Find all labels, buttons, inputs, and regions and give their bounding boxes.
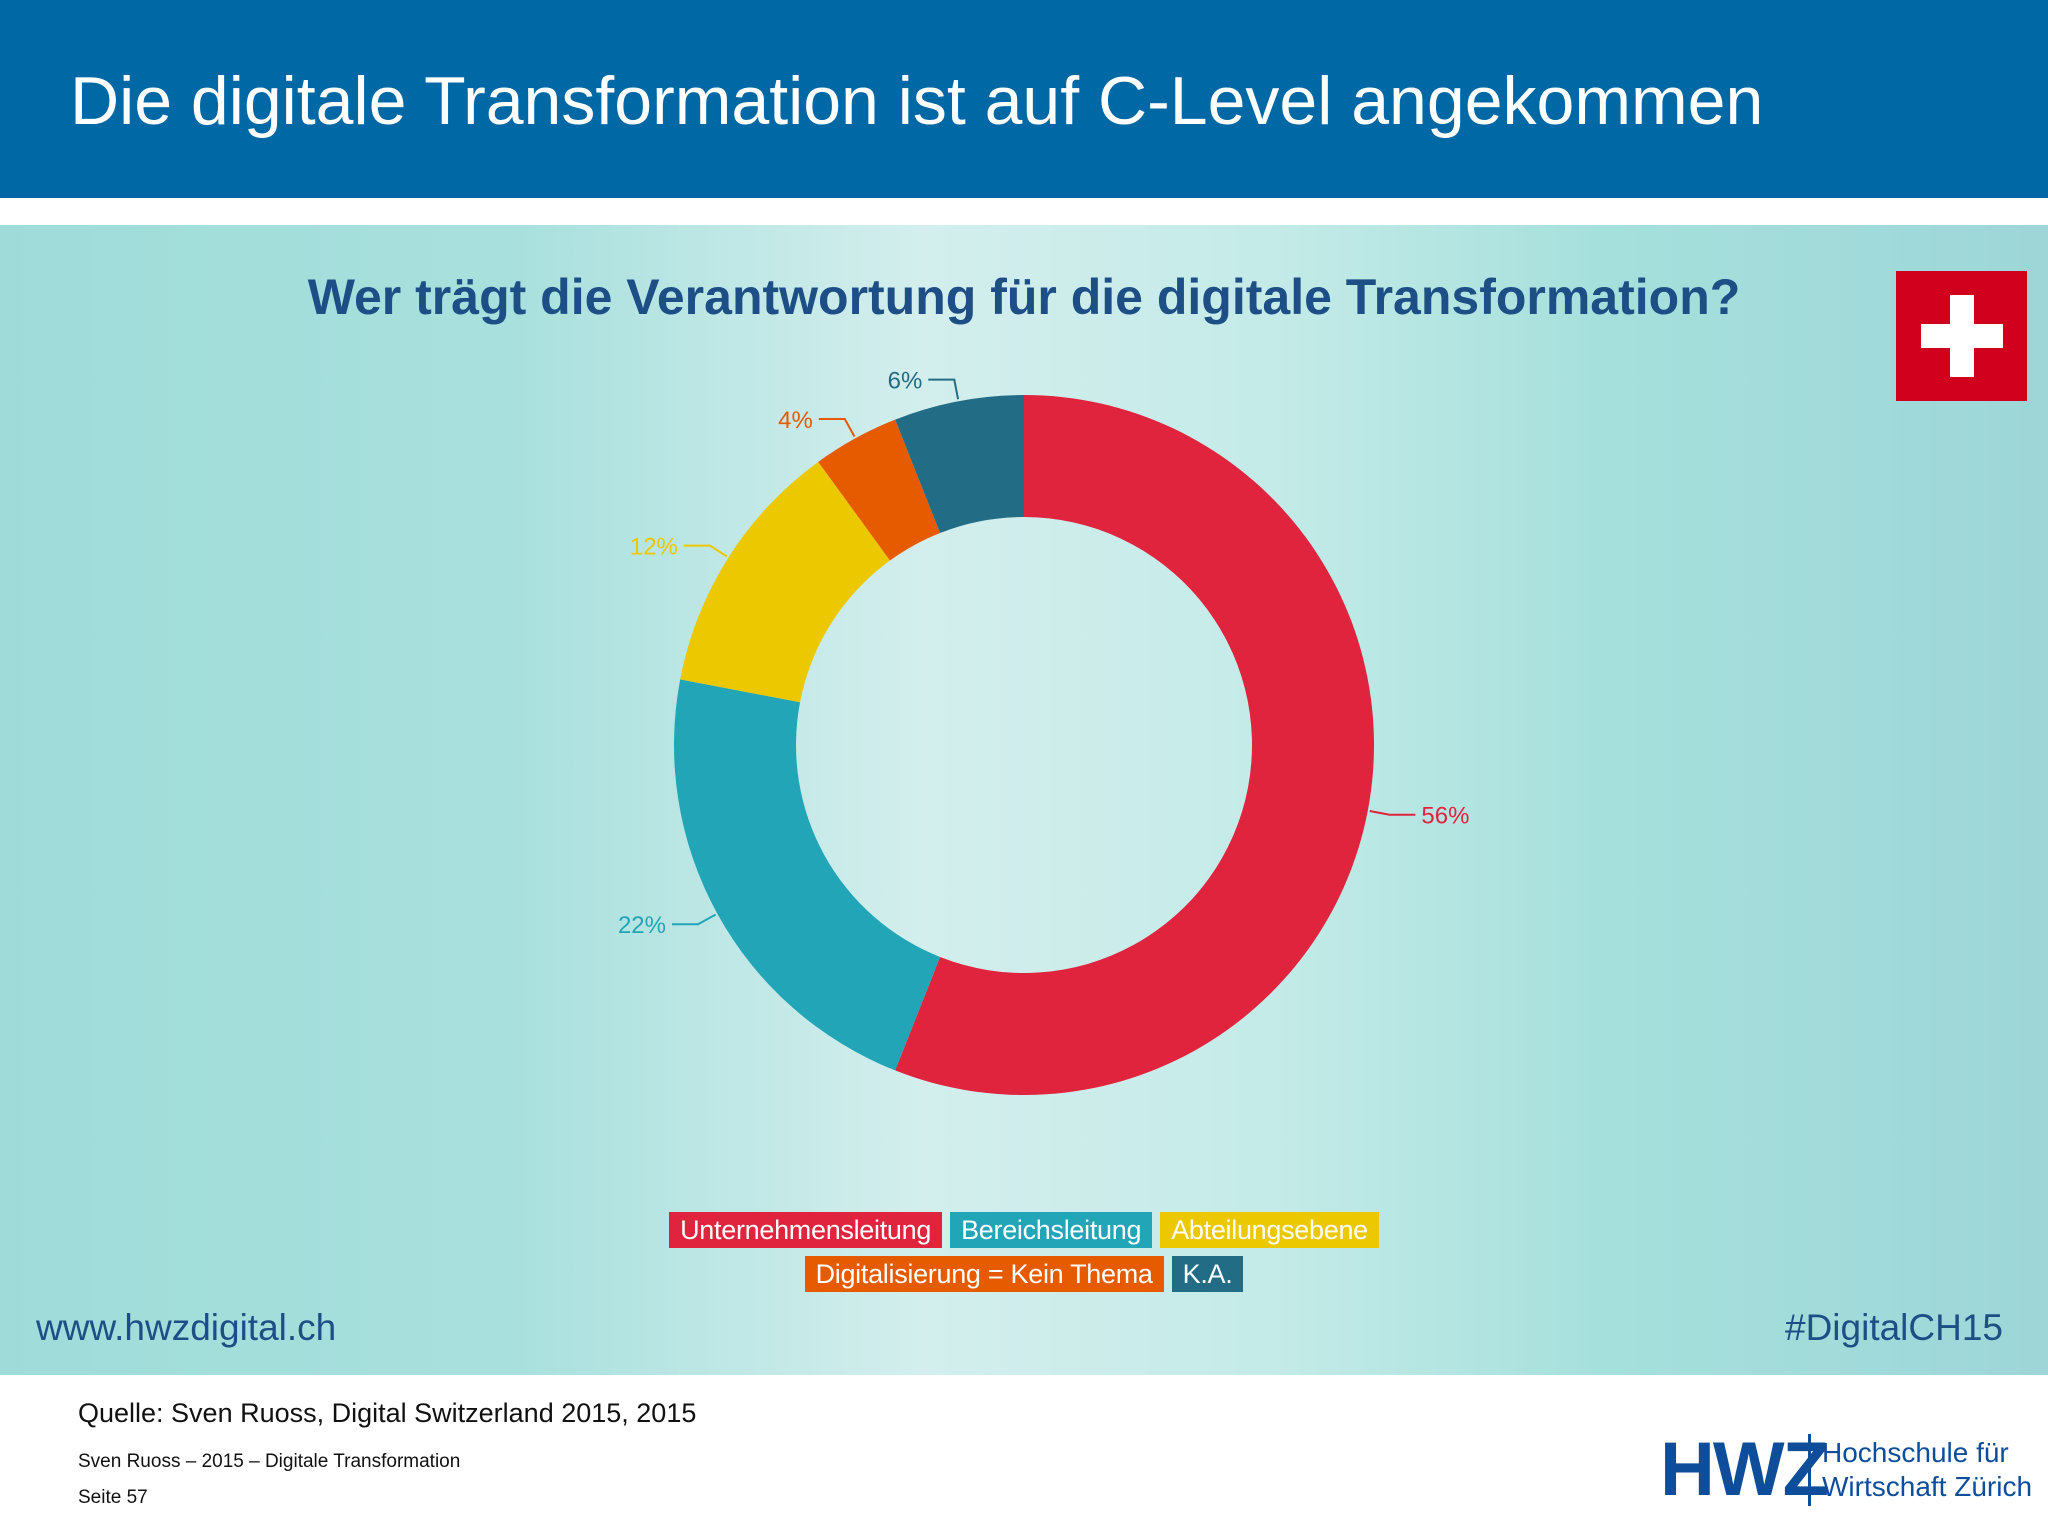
- chart-legend: Unternehmensleitung Bereichsleitung Abte…: [0, 1212, 2048, 1300]
- logo-mark: HWZ: [1660, 1427, 1829, 1512]
- legend-row: Unternehmensleitung Bereichsleitung Abte…: [0, 1212, 2048, 1248]
- leader-line-unternehmensleitung: [1369, 809, 1416, 816]
- source-note: Quelle: Sven Ruoss, Digital Switzerland …: [78, 1398, 697, 1428]
- hashtag: #DigitalCH15: [1785, 1307, 2003, 1348]
- legend-item-kein-thema: Digitalisierung = Kein Thema: [804, 1256, 1164, 1292]
- leader-line-ka: [928, 378, 960, 400]
- logo-text: Hochschule für Wirtschaft Zürich: [1822, 1436, 2032, 1504]
- chart-title: Wer trägt die Verantwortung für die digi…: [307, 269, 1741, 325]
- legend-item-ka: K.A.: [1171, 1256, 1244, 1292]
- data-label-unternehmensleitung: 56%: [1421, 803, 1469, 830]
- swiss-flag-icon: [1896, 271, 2027, 401]
- footer-meta: Sven Ruoss – 2015 – Digitale Transformat…: [78, 1451, 461, 1472]
- leader-line-kein-thema: [818, 418, 856, 438]
- logo-line-1: Hochschule für: [1822, 1437, 2009, 1468]
- donut-slice-unternehmensleitung: [895, 395, 1374, 1095]
- data-label-abteilungsebene: 12%: [630, 534, 678, 561]
- logo-divider: [1808, 1434, 1811, 1506]
- leader-line-bereichsleitung: [672, 913, 717, 926]
- legend-item-abteilungsebene: Abteilungsebene: [1160, 1212, 1379, 1248]
- donut-chart: 56% 22% 12% 4% 6%: [618, 368, 1469, 1095]
- leader-line-abteilungsebene: [683, 544, 728, 558]
- chart-panel: Wer trägt die Verantwortung für die digi…: [0, 225, 2048, 1375]
- donut-slice-ka: [895, 395, 1024, 534]
- logo-line-2: Wirtschaft Zürich: [1822, 1471, 2033, 1502]
- legend-item-unternehmensleitung: Unternehmensleitung: [669, 1212, 943, 1248]
- legend-row: Digitalisierung = Kein Thema K.A.: [0, 1256, 2048, 1292]
- page-number: Seite 57: [78, 1487, 148, 1508]
- header-bar: Die digitale Transformation ist auf C-Le…: [0, 0, 2048, 198]
- legend-item-bereichsleitung: Bereichsleitung: [950, 1212, 1153, 1248]
- donut-slice-bereichsleitung: [674, 679, 941, 1071]
- hwz-logo: HWZ Hochschule für Wirtschaft Zürich: [1660, 1427, 2032, 1512]
- donut-slice-abteilungsebene: [680, 461, 890, 703]
- page-title: Die digitale Transformation ist auf C-Le…: [70, 63, 1764, 139]
- data-label-ka: 6%: [888, 368, 923, 395]
- donut-slice-kein-thema: [818, 419, 941, 561]
- data-label-bereichsleitung: 22%: [618, 912, 666, 939]
- data-label-kein-thema: 4%: [778, 407, 813, 434]
- website-link[interactable]: www.hwzdigital.ch: [36, 1307, 337, 1348]
